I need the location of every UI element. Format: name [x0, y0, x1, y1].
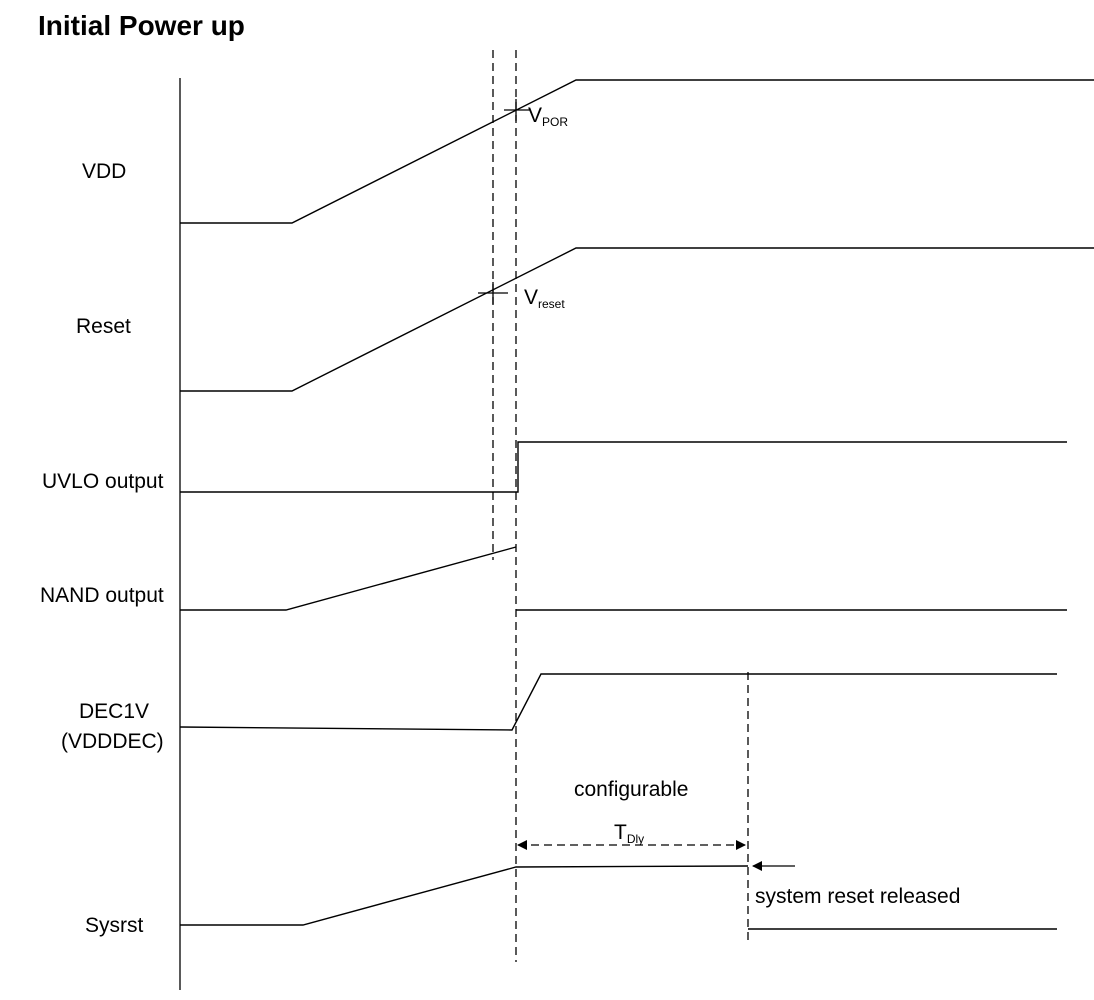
signal-label-reset: Reset	[76, 315, 131, 338]
signal-label-uvlo: UVLO output	[42, 470, 164, 493]
signal-label-sysrst: Sysrst	[85, 914, 144, 937]
diagram-title: Initial Power up	[38, 10, 245, 41]
nand-waveform-rise	[180, 546, 517, 611]
signal-label-vdddec: (VDDDEC)	[61, 730, 164, 753]
dec1v-waveform	[179, 673, 1057, 731]
uvlo-waveform	[180, 441, 1067, 493]
vreset-label: Vreset	[524, 286, 565, 311]
signal-label-nand: NAND output	[40, 584, 164, 607]
vpor-label: VPOR	[528, 104, 568, 129]
release-label: system reset released	[755, 885, 960, 908]
vdd-waveform	[180, 79, 1094, 224]
tdly-label: TDly	[614, 821, 644, 846]
sysrst-waveform-high	[180, 865, 749, 926]
configurable-label: configurable	[574, 778, 688, 801]
signal-label-vdd: VDD	[82, 160, 126, 183]
signal-label-dec1v: DEC1V	[79, 700, 149, 723]
reset-waveform	[180, 247, 1094, 392]
